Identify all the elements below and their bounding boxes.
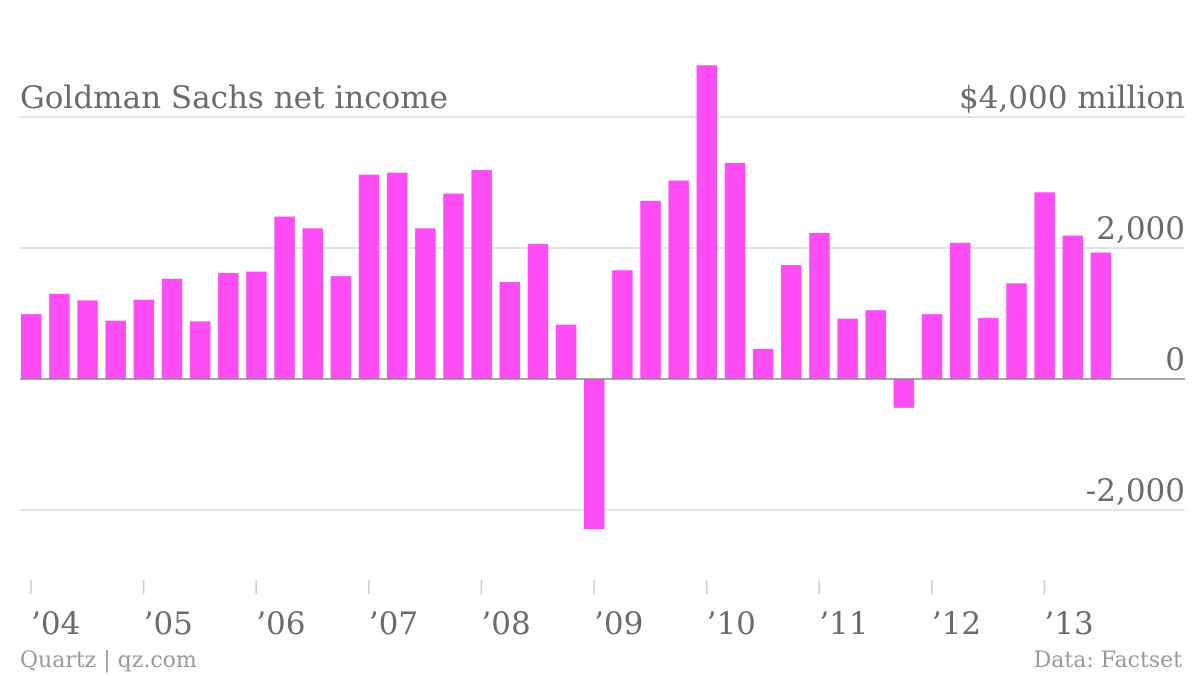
bar [330,276,352,379]
x-tick-label: ’10 [707,606,756,642]
bar [302,228,323,379]
x-tick-label: ’05 [144,606,193,642]
x-tick-label: ’09 [594,606,643,642]
bar [105,320,126,379]
data-credit: Data: Factset [1034,648,1182,673]
bar [21,314,42,379]
x-tick-label: ’11 [819,606,868,642]
bar [386,172,408,379]
bar [49,293,70,379]
x-tick-label: ’07 [369,606,418,642]
x-axis: ’04 ’05 ’06 ’07 ’08 ’09 ’10 ’11 ’12 ’13 [30,580,1094,642]
x-tick-label: ’13 [1044,606,1093,642]
chart-title: Goldman Sachs net income [20,80,448,116]
bar [921,314,943,379]
bar [809,232,830,379]
x-tick-label: ’12 [932,606,981,642]
x-tick-label: ’06 [256,606,305,642]
bar [218,272,239,379]
bar [1090,252,1112,379]
unit-label: $4,000 million [959,80,1185,116]
bar [865,310,886,380]
bar [189,321,211,379]
bar [978,318,999,379]
bars [21,65,1112,529]
bar [612,270,633,379]
x-tick-label: ’04 [31,606,80,642]
bar [274,216,295,379]
bar [949,242,971,379]
bar [752,348,774,379]
y-tick-label: -2,000 [1086,473,1185,509]
bar [246,271,267,379]
bar [499,282,521,379]
bar [1006,283,1027,379]
y-tick-label: 2,000 [1096,211,1185,247]
bar [415,228,436,379]
y-tick-label: 0 [1165,342,1185,378]
bar [837,318,858,379]
bar [584,379,605,529]
bar [161,278,183,379]
bar [893,379,915,408]
source-credit: Quartz | qz.com [20,648,197,673]
y-axis: 2,000 0 -2,000 [1086,211,1185,509]
bar [724,162,746,379]
bar [527,244,549,379]
bar [443,193,464,379]
bar [133,299,155,380]
bar [1034,192,1055,379]
bar [471,170,492,379]
bar [77,300,98,379]
bar [358,174,380,379]
bar [640,200,661,379]
bar [696,65,718,379]
x-tick-label: ’08 [481,606,530,642]
bar [781,265,802,379]
bar [668,180,689,379]
bar [1062,235,1084,379]
bar [555,324,577,379]
